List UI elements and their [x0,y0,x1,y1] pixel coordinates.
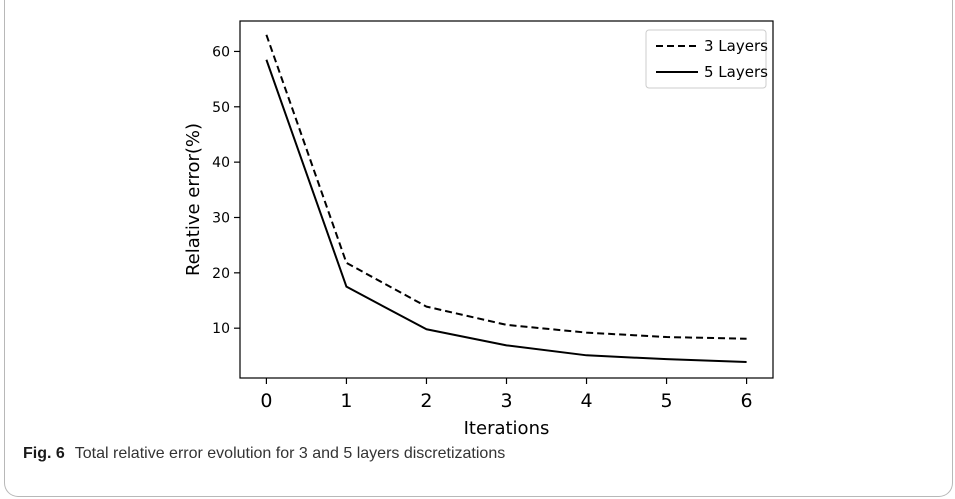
x-tick-label: 2 [420,390,432,412]
figure-caption: Fig. 6 Total relative error evolution for… [23,445,505,463]
caption-text: Total relative error evolution for 3 and… [74,445,506,462]
x-axis: 0 1 2 3 4 5 6 [260,378,753,412]
line-chart: 10 20 30 40 50 60 0 1 2 3 4 5 6 Iterations Relative… [183,20,774,439]
y-tick-label: 30 [212,210,230,226]
x-tick-label: 0 [260,390,272,412]
series-layer [265,34,747,363]
y-axis-label: Relative error(%) [183,123,204,276]
legend: 3 Layers 5 Layers [645,29,768,89]
x-tick-label: 5 [661,390,673,412]
x-tick-label: 6 [741,390,753,412]
x-tick-label: 1 [340,390,352,412]
y-tick-label: 10 [212,321,230,337]
legend-label-3-layers: 3 Layers [704,37,768,55]
y-tick-label: 20 [212,266,230,282]
y-tick-label: 60 [212,44,230,60]
figure-label: Fig. 6 [23,445,65,462]
y-tick-label: 50 [212,100,230,116]
x-axis-label: Iterations [464,418,550,439]
y-tick-label: 40 [212,155,230,171]
legend-box [645,29,767,89]
x-tick-label: 3 [500,390,512,412]
x-tick-label: 4 [580,390,592,412]
legend-label-5-layers: 5 Layers [704,63,768,81]
y-axis: 10 20 30 40 50 60 [212,44,240,337]
